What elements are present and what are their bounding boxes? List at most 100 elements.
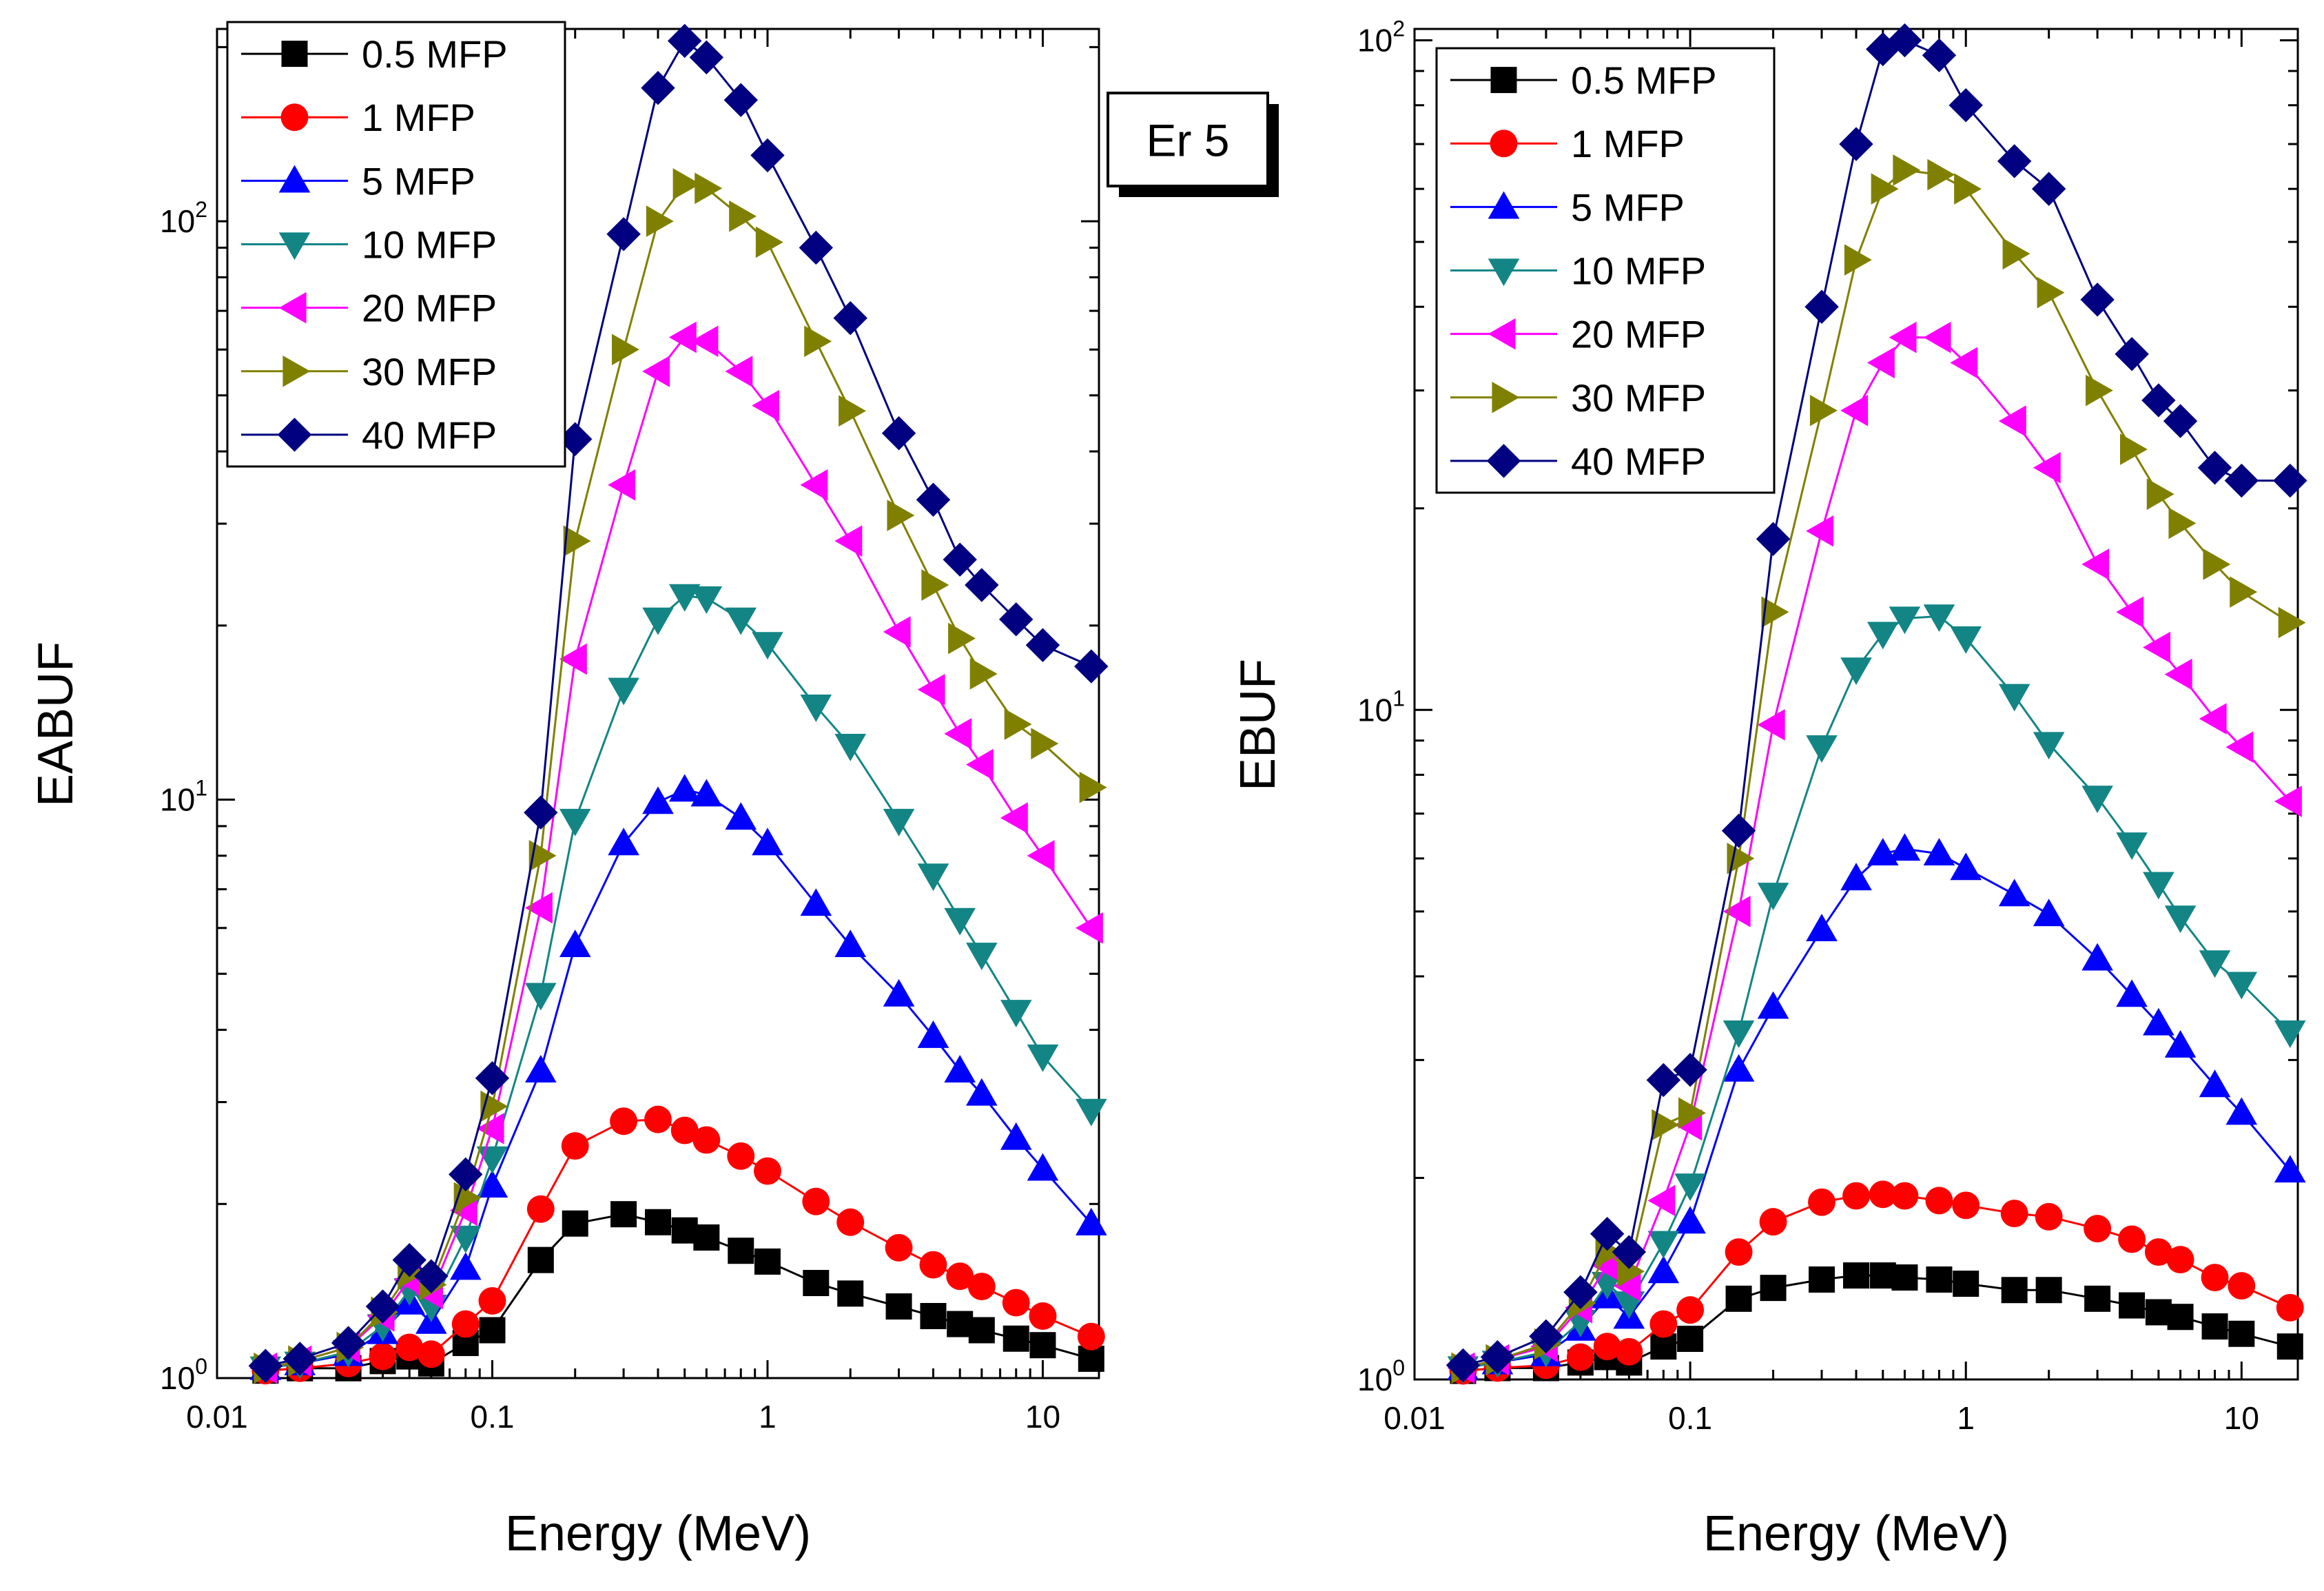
data-point <box>2031 172 2066 206</box>
data-point <box>1757 883 1789 911</box>
x-tick-label: 0.1 <box>471 1399 515 1435</box>
data-point <box>920 1303 947 1330</box>
legend: 0.5 MFP 1 MFP 5 MFP 10 MFP 20 MFP 30 MFP 40 MF… <box>1435 47 1776 494</box>
data-point <box>1000 1122 1032 1150</box>
data-point <box>2224 463 2259 498</box>
x-axis-title: Energy (MeV) <box>1703 1506 2009 1561</box>
legend-label: 1 MFP <box>362 96 475 139</box>
data-point <box>2164 1029 2197 1058</box>
data-point <box>2143 1007 2174 1036</box>
data-point <box>966 943 998 970</box>
data-point <box>1725 1238 1753 1266</box>
data-point <box>1844 244 1872 276</box>
y-tick-base: 10 <box>1357 1362 1392 1397</box>
data-point <box>2141 383 2176 418</box>
data-point <box>2274 786 2302 817</box>
data-point <box>919 1251 947 1279</box>
data-point <box>1757 709 1785 741</box>
x-tick-label: 0.1 <box>1668 1400 1712 1436</box>
data-point <box>449 1157 483 1192</box>
data-point <box>476 1113 504 1145</box>
data-point <box>967 1273 996 1301</box>
data-point <box>1002 1289 1030 1317</box>
data-point <box>642 607 674 635</box>
data-point <box>2116 596 2144 628</box>
data-point <box>946 1262 974 1291</box>
y-tick-base: 10 <box>160 782 195 818</box>
data-point <box>562 1210 588 1237</box>
data-point <box>799 230 834 265</box>
series-40-mfp <box>248 23 1109 1383</box>
data-point <box>525 1055 557 1082</box>
data-point <box>2002 238 2030 270</box>
data-point <box>1650 1333 1677 1360</box>
data-point <box>689 40 724 74</box>
legend-label: 20 MFP <box>1571 313 1706 356</box>
data-point <box>802 1187 830 1215</box>
data-point <box>966 1078 998 1106</box>
data-point <box>729 201 757 232</box>
legend-marker <box>1488 318 1516 350</box>
legend-marker <box>281 41 308 68</box>
data-point <box>2164 905 2197 934</box>
data-point <box>611 333 639 366</box>
x-tick-label: 10 <box>2224 1400 2259 1436</box>
data-point <box>834 734 867 761</box>
legend-label: 20 MFP <box>362 287 497 330</box>
data-point <box>1867 347 1895 379</box>
data-point <box>417 1340 445 1368</box>
data-point <box>608 828 639 856</box>
data-point <box>1950 852 1982 881</box>
data-point <box>839 395 867 427</box>
data-point <box>2119 1292 2146 1319</box>
data-point <box>725 356 753 387</box>
data-point <box>1076 1098 1107 1127</box>
data-point <box>750 138 785 173</box>
data-point <box>948 622 976 655</box>
data-point <box>414 1259 449 1293</box>
data-point <box>1652 1109 1680 1141</box>
data-point <box>1952 1191 1980 1220</box>
annotation-box <box>1107 92 1269 187</box>
legend-marker <box>282 355 311 387</box>
data-point <box>559 930 591 958</box>
data-point <box>1806 735 1838 763</box>
data-point <box>668 584 701 612</box>
data-point <box>365 1289 400 1324</box>
y-tick-label: 102 <box>1357 17 1405 59</box>
data-point <box>1891 1264 1918 1291</box>
x-axis-title: Energy (MeV) <box>505 1506 811 1561</box>
data-point <box>2115 337 2149 371</box>
data-point <box>1925 1187 1953 1215</box>
data-point <box>1953 1271 1979 1297</box>
data-point <box>1004 708 1032 740</box>
data-point <box>1806 914 1838 942</box>
data-point <box>563 525 591 557</box>
data-point <box>1950 626 1982 654</box>
legend-marker <box>278 291 307 324</box>
y-tick-base: 10 <box>160 203 195 239</box>
data-point <box>1839 127 1873 161</box>
x-axis-ticks <box>1413 29 2243 1379</box>
data-point <box>1922 38 1957 72</box>
data-point <box>1871 173 1899 205</box>
data-point <box>1891 1182 1919 1210</box>
series-5-mfp <box>249 774 1107 1380</box>
legend-label: 30 MFP <box>362 350 497 393</box>
data-point <box>2228 1320 2255 1347</box>
data-point <box>1840 657 1872 686</box>
data-point <box>1027 1153 1059 1181</box>
data-point <box>1926 1266 1953 1293</box>
data-point <box>1074 649 1109 684</box>
data-point <box>2228 1272 2256 1300</box>
data-point <box>1997 144 2032 178</box>
data-point <box>670 1116 699 1145</box>
y-tick-label: 102 <box>160 197 207 239</box>
data-point <box>944 907 976 936</box>
y-tick-exponent: 2 <box>1392 17 1405 41</box>
data-point <box>645 1209 671 1235</box>
data-point <box>1723 1020 1755 1048</box>
data-point <box>1809 394 1838 427</box>
data-point <box>449 1225 482 1253</box>
